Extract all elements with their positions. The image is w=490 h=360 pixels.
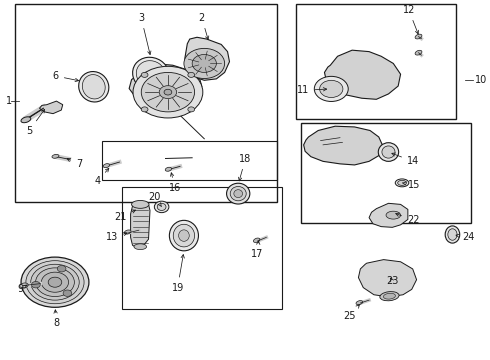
Text: 18: 18 [239, 154, 251, 181]
Text: 24: 24 [456, 232, 474, 242]
Ellipse shape [384, 293, 395, 299]
Circle shape [164, 89, 172, 95]
Circle shape [133, 66, 203, 118]
Circle shape [141, 72, 195, 112]
Ellipse shape [178, 230, 189, 241]
Ellipse shape [448, 229, 457, 240]
Text: 21: 21 [114, 210, 136, 221]
Text: 11: 11 [297, 85, 327, 95]
Ellipse shape [154, 201, 169, 213]
Polygon shape [40, 101, 63, 114]
Text: 7: 7 [67, 158, 82, 169]
Ellipse shape [124, 230, 131, 234]
Ellipse shape [136, 61, 166, 88]
Bar [102, 140, 277, 180]
Ellipse shape [395, 179, 409, 187]
Ellipse shape [382, 146, 395, 158]
Circle shape [63, 290, 72, 296]
Text: 5: 5 [26, 109, 45, 136]
Text: 17: 17 [251, 241, 264, 258]
Text: 22: 22 [396, 213, 419, 225]
Ellipse shape [170, 220, 198, 251]
Text: 25: 25 [343, 305, 360, 321]
Circle shape [159, 86, 177, 99]
Text: 16: 16 [169, 173, 181, 193]
Circle shape [48, 277, 62, 287]
Circle shape [184, 48, 224, 78]
Text: 4: 4 [95, 168, 109, 186]
Ellipse shape [157, 203, 166, 211]
Polygon shape [369, 203, 408, 227]
Ellipse shape [132, 201, 149, 208]
Ellipse shape [52, 154, 59, 158]
Circle shape [319, 80, 343, 98]
Bar [122, 187, 282, 309]
Text: 10: 10 [475, 75, 487, 85]
Text: 6: 6 [53, 71, 78, 82]
Circle shape [188, 107, 195, 112]
Text: 20: 20 [148, 192, 162, 207]
Text: 3: 3 [138, 13, 151, 55]
Ellipse shape [253, 238, 260, 242]
Polygon shape [185, 37, 229, 80]
Ellipse shape [165, 167, 172, 171]
Circle shape [31, 282, 40, 288]
Bar [15, 4, 277, 202]
Text: 15: 15 [402, 180, 420, 190]
Circle shape [192, 54, 217, 72]
Ellipse shape [79, 72, 109, 102]
Ellipse shape [226, 183, 250, 204]
Ellipse shape [445, 226, 460, 243]
Ellipse shape [234, 190, 243, 198]
Circle shape [31, 264, 79, 300]
Polygon shape [324, 50, 401, 99]
Circle shape [26, 261, 84, 304]
Ellipse shape [82, 75, 105, 99]
Bar [301, 123, 471, 223]
Ellipse shape [380, 292, 399, 301]
Circle shape [188, 72, 195, 77]
Ellipse shape [133, 57, 170, 91]
Ellipse shape [378, 143, 399, 161]
Text: 12: 12 [403, 5, 418, 34]
Ellipse shape [356, 301, 363, 305]
Circle shape [57, 265, 66, 272]
Ellipse shape [173, 224, 195, 247]
Ellipse shape [398, 180, 406, 185]
Polygon shape [129, 63, 202, 105]
Circle shape [36, 268, 74, 297]
Bar [296, 4, 456, 119]
Polygon shape [304, 126, 383, 165]
Ellipse shape [230, 186, 246, 201]
Text: 8: 8 [53, 310, 59, 328]
Text: 23: 23 [386, 276, 398, 286]
Ellipse shape [386, 211, 401, 219]
Text: 13: 13 [106, 232, 127, 242]
Circle shape [42, 272, 69, 292]
Ellipse shape [415, 34, 422, 39]
Text: 9: 9 [17, 284, 26, 294]
Ellipse shape [21, 117, 31, 123]
Circle shape [141, 72, 148, 77]
Text: 19: 19 [172, 255, 184, 293]
Text: 2: 2 [199, 13, 209, 40]
Ellipse shape [103, 164, 110, 168]
Polygon shape [131, 202, 150, 248]
Circle shape [21, 257, 89, 307]
Circle shape [141, 107, 148, 112]
Ellipse shape [134, 244, 147, 249]
Polygon shape [358, 260, 416, 297]
Text: 1: 1 [5, 96, 12, 106]
Ellipse shape [415, 50, 422, 55]
Text: 14: 14 [392, 153, 419, 166]
Circle shape [314, 76, 348, 102]
Ellipse shape [20, 283, 28, 288]
